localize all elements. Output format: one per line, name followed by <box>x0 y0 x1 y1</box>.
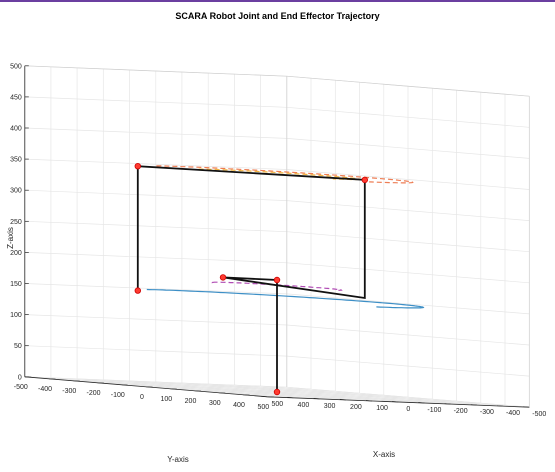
window-top-accent-bar <box>0 0 555 2</box>
x-tick-label: -300 <box>62 388 76 395</box>
z-tick-label: 50 <box>14 343 22 350</box>
grid-line <box>286 355 530 377</box>
y-tick-mark <box>365 400 373 402</box>
y-tick-mark <box>339 399 346 401</box>
axis-labels: Z-axis Y-axis X-axis <box>6 227 395 464</box>
z-tick-label: 150 <box>10 281 22 288</box>
trajectory-curve <box>146 288 425 309</box>
z-tick-label: 400 <box>10 126 22 133</box>
y-tick-label: -300 <box>480 409 494 416</box>
robot-joint-markers <box>134 162 368 396</box>
z-tick-label: 300 <box>10 188 22 195</box>
grid-line <box>286 386 530 408</box>
grid-line <box>286 324 530 346</box>
y-tick-mark <box>418 402 425 404</box>
x-tick-label: 100 <box>160 396 172 403</box>
joint-marker <box>273 276 281 284</box>
grid-line <box>24 345 287 357</box>
x-tick-label: -500 <box>14 384 28 391</box>
joint-marker <box>219 274 227 281</box>
y-tick-mark <box>444 403 451 405</box>
joint-marker <box>134 162 141 170</box>
x-tick-label: -400 <box>38 386 52 393</box>
z-tick-label: 0 <box>18 374 22 381</box>
robot-arm-polyline <box>136 165 366 392</box>
y-tick-label: -100 <box>427 407 441 414</box>
x-tick-label: 300 <box>209 400 221 407</box>
x-tick-label: -200 <box>86 390 100 397</box>
grid-line <box>24 220 287 233</box>
y-tick-mark <box>496 405 504 407</box>
grid-line <box>24 252 287 264</box>
top-edge-line <box>286 75 530 97</box>
grid-line <box>286 200 530 221</box>
grid-line <box>234 384 477 406</box>
z-tick-label: 250 <box>10 219 22 226</box>
y-tick-mark <box>470 404 477 406</box>
grid-line <box>286 138 530 159</box>
y-tick-mark <box>287 396 294 399</box>
z-tick-label: 100 <box>10 312 22 319</box>
z-tick-label: 450 <box>10 94 22 101</box>
robot-arm-links <box>136 165 366 392</box>
z-tick-label: 500 <box>10 63 22 70</box>
grid-line <box>24 314 287 326</box>
z-axis-label: Z-axis <box>6 227 15 249</box>
grid-line <box>286 169 530 190</box>
y-tick-label: 400 <box>298 402 310 409</box>
grid-line <box>24 127 287 139</box>
grid-line <box>24 158 287 170</box>
grid-line <box>24 189 287 201</box>
y-tick-label: 500 <box>271 401 283 408</box>
y-tick-mark <box>523 406 530 408</box>
grid-line <box>103 379 346 401</box>
y-tick-label: 200 <box>350 404 362 411</box>
y-tick-label: 300 <box>324 403 336 410</box>
trajectory-curve <box>211 281 343 291</box>
x-axis-label: X-axis <box>373 450 395 459</box>
z-tick-label: 200 <box>10 250 22 257</box>
y-tick-label: 100 <box>376 405 388 412</box>
joint-marker <box>361 176 368 184</box>
y-tick-mark <box>392 401 399 403</box>
trajectory-curve <box>156 165 414 184</box>
grid-line <box>24 96 287 108</box>
y-tick-label: -400 <box>506 410 520 417</box>
x-tick-label: 400 <box>233 402 245 409</box>
tick-labels: 0 50 100 150 200 250 300 350 400 450 500 -500 -400 -3… <box>10 63 546 418</box>
x-tick-label: 200 <box>185 398 197 405</box>
grid-line <box>208 383 451 405</box>
grid-line <box>24 376 287 388</box>
y-tick-mark <box>261 395 268 398</box>
y-tick-label: -200 <box>454 408 468 415</box>
joint-marker <box>273 388 281 396</box>
chart-title: SCARA Robot Joint and End Effector Traje… <box>175 11 380 21</box>
grid-line <box>129 380 373 402</box>
y-tick-label: -500 <box>532 411 546 418</box>
grid-line <box>260 385 504 407</box>
grid-line <box>77 378 320 400</box>
z-tick-label: 350 <box>10 157 22 164</box>
x-tick-label: 0 <box>140 394 144 401</box>
grid-line <box>24 283 287 295</box>
grid-line <box>50 377 294 399</box>
y-tick-mark <box>313 398 320 400</box>
x-tick-label: 500 <box>257 404 269 411</box>
grid-line <box>286 262 530 284</box>
top-edge-line <box>24 65 287 77</box>
grid-line <box>181 382 425 404</box>
x-tick-label: -100 <box>111 392 125 399</box>
y-axis-label: Y-axis <box>167 455 189 464</box>
y-tick-label: 0 <box>406 406 410 413</box>
joint-marker <box>134 287 141 294</box>
grid-line <box>286 293 530 315</box>
grid-line <box>286 106 530 128</box>
grid-line <box>286 231 530 253</box>
